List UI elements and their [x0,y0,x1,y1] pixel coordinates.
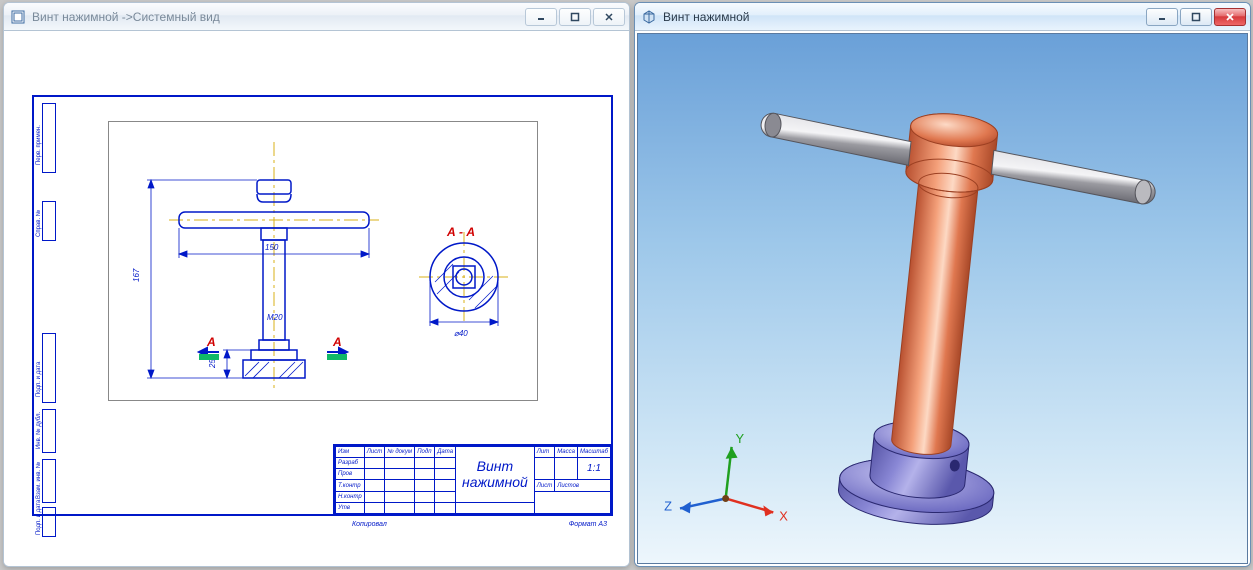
viewport-client[interactable]: X Y Z [635,31,1250,566]
dim-thread: М20 [267,313,283,322]
side-label: Взам. инв. № [36,462,42,499]
model-svg: X Y Z [638,34,1247,563]
doc-3d-icon [641,9,657,25]
titlebar[interactable]: Винт нажимной ->Системный вид [4,3,629,31]
titlebar[interactable]: Винт нажимной [635,3,1250,31]
section-label: А - А [446,225,475,239]
maximize-button[interactable] [1180,8,1212,26]
section-flag [199,354,219,360]
drawing-client: Перв. примен. Справ. № Подп. и дата Инв.… [4,31,629,566]
part-name-cell: Винт нажимной [456,447,535,503]
doc-drawing-icon [10,9,26,25]
side-label: Перв. примен. [36,125,42,165]
section-flag [327,354,347,360]
side-label: Инв. № дубл. [36,412,42,449]
side-label: Справ. № [36,210,42,237]
close-button[interactable] [1214,8,1246,26]
drawing-paper: Перв. примен. Справ. № Подп. и дата Инв.… [12,39,621,558]
binding-tabs: Перв. примен. Справ. № Подп. и дата Инв.… [42,103,72,508]
side-label: Подп. и дата [36,500,42,535]
side-label: Подп. и дата [36,362,42,397]
dim-small-h: 25 [208,359,217,369]
maximize-button[interactable] [559,8,591,26]
dim-width: 150 [265,243,279,252]
footer-right: Формат А3 [569,521,607,528]
drawing-views: 150 167 М20 25 ⌀40 А А [108,121,538,401]
axis-z-label: Z [664,498,672,513]
dim-height: 167 [132,268,141,282]
close-button[interactable] [593,8,625,26]
drawing-footer: Копировал Формат А3 [352,521,607,528]
minimize-button[interactable] [1146,8,1178,26]
window-title: Винт нажимной [663,10,1146,24]
viewport-3d[interactable]: X Y Z [637,33,1248,564]
drawing-svg: 150 167 М20 25 ⌀40 А А [109,122,539,402]
section-marker-a: А [332,335,342,349]
minimize-button[interactable] [525,8,557,26]
axis-x-label: X [779,508,788,523]
footer-left: Копировал [352,521,387,528]
window-drawing[interactable]: Винт нажимной ->Системный вид Перв. прим… [3,2,630,567]
axis-triad: X Y Z [664,431,788,523]
dim-dia: ⌀40 [454,329,468,338]
window-title: Винт нажимной ->Системный вид [32,10,525,24]
titleblock: Изм Лист № докум Подп Дата Винт нажимной… [333,444,613,516]
axis-y-label: Y [736,431,745,446]
section-marker-a: А [206,335,216,349]
window-3d[interactable]: Винт нажимной [634,2,1251,567]
